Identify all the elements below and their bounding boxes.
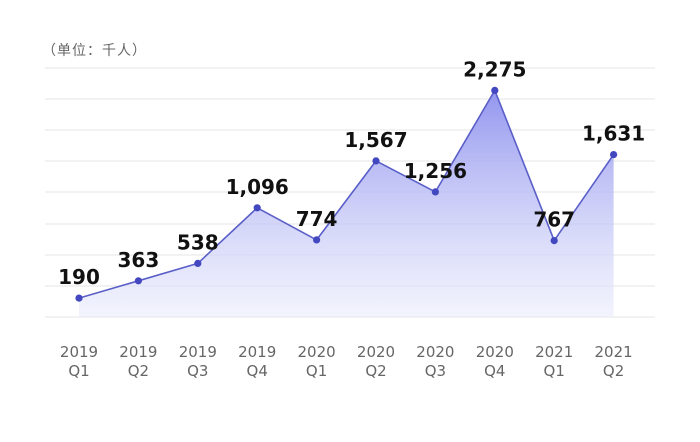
- tick-label-quarter: Q3: [187, 362, 208, 380]
- data-point: [491, 86, 499, 94]
- series-line: [78, 89, 615, 299]
- data-label: 767: [533, 208, 575, 232]
- tick-label-quarter: Q4: [484, 362, 505, 380]
- tick-label-year: 2019: [60, 343, 98, 361]
- data-label: 1,256: [404, 159, 467, 183]
- data-label: 363: [118, 248, 160, 272]
- tick-label-year: 2019: [238, 343, 276, 361]
- tick-label-year: 2020: [357, 343, 395, 361]
- data-label: 190: [58, 265, 100, 289]
- tick-label-quarter: Q4: [247, 362, 268, 380]
- data-point: [75, 294, 83, 302]
- tick-label-year: 2020: [298, 343, 336, 361]
- tick-label-quarter: Q3: [425, 362, 446, 380]
- data-label: 1,631: [582, 122, 645, 146]
- area-fill: [79, 90, 614, 318]
- data-label: 774: [296, 207, 338, 231]
- tick-label-quarter: Q2: [365, 362, 386, 380]
- tick-label-year: 2021: [595, 343, 633, 361]
- data-point: [431, 188, 439, 196]
- tick-label-year: 2019: [179, 343, 217, 361]
- data-label: 1,567: [344, 128, 407, 152]
- tick-label-quarter: Q1: [544, 362, 565, 380]
- data-point: [253, 204, 261, 212]
- tick-label-year: 2020: [476, 343, 514, 361]
- data-point: [372, 157, 380, 165]
- data-point: [313, 236, 321, 244]
- tick-label-quarter: Q2: [128, 362, 149, 380]
- tick-label-year: 2020: [416, 343, 454, 361]
- tick-label-quarter: Q1: [306, 362, 327, 380]
- unit-note: （单位：千人）: [42, 43, 147, 59]
- tick-label-quarter: Q1: [68, 362, 89, 380]
- data-point: [610, 151, 618, 159]
- data-point: [134, 277, 142, 285]
- data-label: 2,275: [463, 57, 526, 81]
- tick-label-quarter: Q2: [603, 362, 624, 380]
- tick-label-year: 2019: [119, 343, 157, 361]
- data-point: [194, 259, 202, 267]
- data-label: 538: [177, 230, 219, 254]
- data-label: 1,096: [226, 175, 289, 199]
- tick-label-year: 2021: [535, 343, 573, 361]
- data-point: [550, 237, 558, 245]
